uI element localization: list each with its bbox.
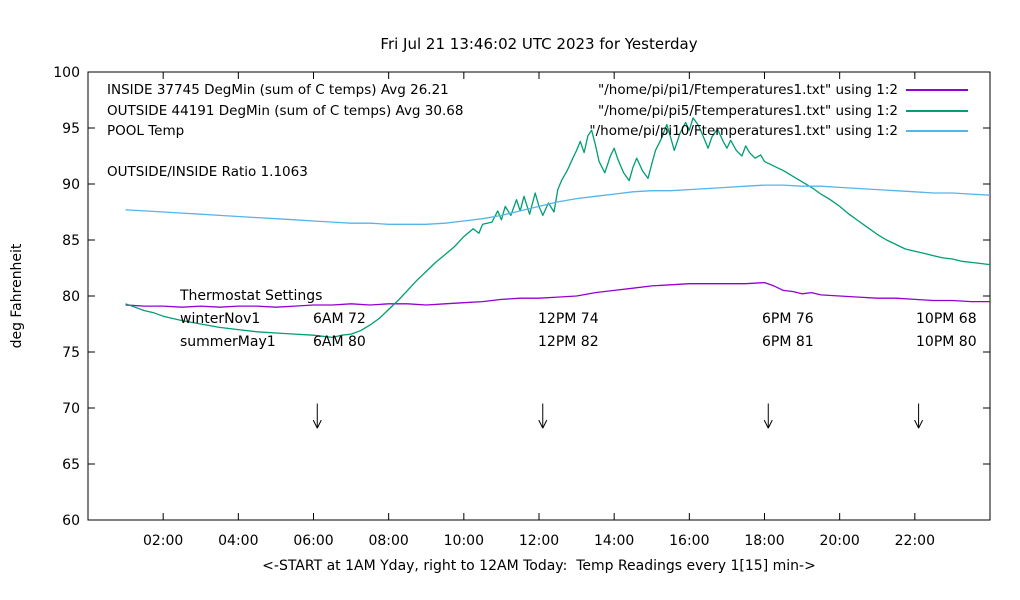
- x-axis-label: <-START at 1AM Yday, right to 12AM Today…: [262, 558, 816, 574]
- thermostat-settings-heading: Thermostat Settings: [180, 288, 323, 304]
- legend-line-sample-outside: [906, 109, 968, 112]
- outside-inside-ratio-text: OUTSIDE/INSIDE Ratio 1.1063: [107, 164, 308, 180]
- svg-text:22:00: 22:00: [895, 533, 935, 549]
- legend-label-inside: INSIDE 37745 DegMin (sum of C temps) Avg…: [107, 81, 449, 98]
- svg-text:06:00: 06:00: [293, 533, 333, 549]
- thermostat-winter-6pm: 6PM 76: [762, 311, 814, 327]
- legend-file-inside: "/home/pi/pi1/Ftemperatures1.txt" using …: [598, 81, 898, 98]
- svg-text:14:00: 14:00: [594, 533, 634, 549]
- thermostat-summer-10pm: 10PM 80: [916, 334, 977, 350]
- svg-text:12:00: 12:00: [519, 533, 559, 549]
- thermostat-winter-10pm: 10PM 68: [916, 311, 977, 327]
- legend-row-inside: INSIDE 37745 DegMin (sum of C temps) Avg…: [107, 81, 968, 98]
- legend-label-outside: OUTSIDE 44191 DegMin (sum of C temps) Av…: [107, 102, 464, 119]
- legend-row-pool: POOL Temp "/home/pi/pi10/Ftemperatures1.…: [107, 122, 968, 139]
- svg-text:65: 65: [62, 457, 80, 473]
- svg-text:75: 75: [62, 345, 80, 361]
- svg-text:90: 90: [62, 177, 80, 193]
- svg-text:02:00: 02:00: [143, 533, 183, 549]
- y-axis-label: deg Fahrenheit: [9, 243, 25, 349]
- legend-row-outside: OUTSIDE 44191 DegMin (sum of C temps) Av…: [107, 102, 968, 119]
- svg-text:10:00: 10:00: [444, 533, 484, 549]
- thermostat-summer-6pm: 6PM 81: [762, 334, 814, 350]
- thermostat-summer-6am: 6AM 80: [313, 334, 366, 350]
- legend-file-outside: "/home/pi/pi5/Ftemperatures1.txt" using …: [598, 102, 898, 119]
- svg-text:18:00: 18:00: [744, 533, 784, 549]
- legend-file-pool: "/home/pi/pi10/Ftemperatures1.txt" using…: [589, 122, 898, 139]
- svg-text:95: 95: [62, 121, 80, 137]
- svg-text:60: 60: [62, 513, 80, 529]
- thermostat-summer-12pm: 12PM 82: [538, 334, 599, 350]
- thermostat-summer-label: summerMay1: [180, 334, 276, 350]
- thermostat-winter-6am: 6AM 72: [313, 311, 366, 327]
- svg-text:16:00: 16:00: [669, 533, 709, 549]
- legend-line-sample-pool: [906, 129, 968, 132]
- thermostat-winter-12pm: 12PM 74: [538, 311, 599, 327]
- legend-line-sample-inside: [906, 88, 968, 91]
- chart-title: Fri Jul 21 13:46:02 UTC 2023 for Yesterd…: [380, 35, 698, 53]
- svg-text:70: 70: [62, 401, 80, 417]
- svg-text:04:00: 04:00: [218, 533, 258, 549]
- legend-label-pool: POOL Temp: [107, 122, 185, 139]
- svg-text:08:00: 08:00: [368, 533, 408, 549]
- svg-text:80: 80: [62, 289, 80, 305]
- svg-text:85: 85: [62, 233, 80, 249]
- svg-text:20:00: 20:00: [819, 533, 859, 549]
- svg-text:100: 100: [53, 65, 80, 81]
- thermostat-winter-label: winterNov1: [180, 311, 261, 327]
